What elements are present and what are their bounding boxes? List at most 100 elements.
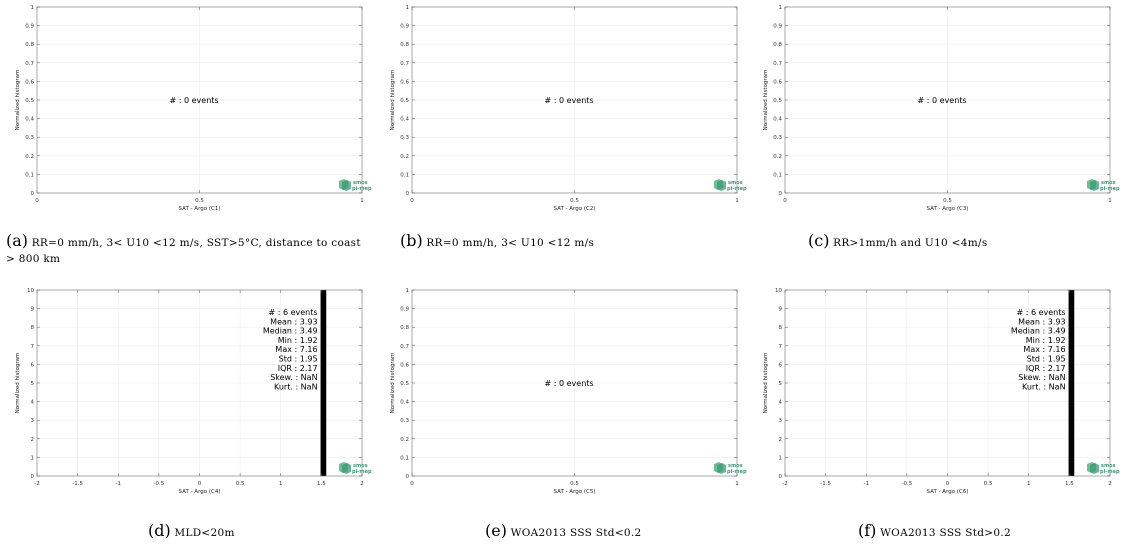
- x-axis-label: SAT - Argo (C4): [179, 489, 221, 495]
- logo-text-pimep: pi-mep: [1100, 186, 1120, 192]
- histogram-a: 0 0.5 1 0 0.1 0.2 0.3 0.4 0.5 0.6 0.7 0.8 0.9 1 SAT - …: [15, 5, 372, 212]
- y-tick-label: 0.1: [773, 172, 782, 178]
- logo-mark-icon: [342, 463, 351, 474]
- y-tick-label: 0.2: [400, 437, 409, 443]
- y-tick-label: 1: [31, 5, 35, 11]
- y-tick-label: 0.4: [400, 400, 409, 406]
- stats-line: Median : 3.49: [263, 327, 318, 336]
- x-tick-label: 0: [946, 481, 950, 487]
- y-tick-label: 0.2: [400, 154, 409, 160]
- x-tick-label: -0.5: [154, 481, 165, 487]
- y-tick-label: 0.8: [25, 42, 34, 48]
- x-axis-label: SAT - Argo (C6): [927, 489, 969, 495]
- y-tick-label: 7: [779, 344, 783, 350]
- y-tick-label: 0.6: [400, 79, 409, 85]
- y-tick-label: 1: [406, 288, 410, 294]
- logo-text-smos: smos: [353, 463, 368, 469]
- histogram-e: 0 0.5 1 0 0.1 0.2 0.3 0.4 0.5 0.6 0.7 0.8 0.9 1 SAT - …: [390, 288, 747, 495]
- x-tick-label: 0.5: [236, 481, 245, 487]
- caption-c: (c) RR>1mm/h and U10 <4m/s: [808, 233, 1108, 251]
- caption-letter: (f): [858, 521, 877, 540]
- y-tick-label: 0.5: [25, 98, 34, 104]
- y-tick-label: 0.5: [773, 98, 782, 104]
- stats-line: Max : 7.16: [1023, 345, 1065, 354]
- caption-letter: (b): [400, 231, 423, 250]
- y-axis-label: Normalized histogram: [15, 70, 21, 131]
- logo-text-pimep: pi-mep: [352, 186, 372, 192]
- y-tick-label: 2: [779, 437, 783, 443]
- caption-f: (f) WOA2013 SSS Std>0.2: [858, 523, 1098, 541]
- x-tick-label: 1: [360, 198, 364, 204]
- histogram-d: -2 -1.5 -1 -0.5 0 0.5 1 1.5 2 0 1 2 3 4 5 6 7 8 9 10 SAT - A…: [15, 288, 372, 495]
- stats-line: IQR : 2.17: [1026, 364, 1066, 373]
- chart-panel-b: 0 0.5 1 0 0.1 0.2 0.3 0.4 0.5 0.6 0.7 0.8 0.9 1 SAT - …: [375, 0, 747, 215]
- stats-line: Max : 7.16: [275, 345, 317, 354]
- x-axis-label: SAT - Argo (C3): [927, 206, 969, 212]
- stats-line: Mean : 3.93: [270, 317, 317, 326]
- y-tick-label: 9: [31, 307, 35, 313]
- stats-line: # : 0 events: [545, 379, 594, 388]
- caption-letter: (a): [6, 231, 29, 250]
- stats-line: # : 0 events: [918, 96, 967, 105]
- chart-panel-c: 0 0.5 1 0 0.1 0.2 0.3 0.4 0.5 0.6 0.7 0.8 0.9 1 SAT - …: [748, 0, 1120, 215]
- y-tick-label: 0.7: [400, 344, 409, 350]
- x-tick-label: -1: [116, 481, 121, 487]
- y-tick-label: 1: [779, 455, 783, 461]
- x-tick-label: 0: [410, 198, 414, 204]
- x-tick-label: 0: [35, 198, 39, 204]
- chart-panel-e: 0 0.5 1 0 0.1 0.2 0.3 0.4 0.5 0.6 0.7 0.8 0.9 1 SAT - …: [375, 283, 747, 498]
- histogram-bar: [1068, 290, 1075, 476]
- y-axis-label: Normalized histogram: [763, 70, 769, 131]
- chart-panel-a: 0 0.5 1 0 0.1 0.2 0.3 0.4 0.5 0.6 0.7 0.8 0.9 1 SAT - …: [0, 0, 372, 215]
- caption-text: RR>1mm/h and U10 <4m/s: [833, 237, 988, 249]
- y-tick-label: 0.4: [773, 117, 782, 123]
- stats-line: Std : 1.95: [1027, 355, 1066, 364]
- caption-text: WOA2013 SSS Std<0.2: [510, 527, 642, 539]
- logo-text-pimep: pi-mep: [727, 469, 747, 475]
- x-tick-label: 1: [735, 481, 739, 487]
- y-tick-label: 4: [31, 400, 35, 406]
- y-tick-label: 10: [775, 288, 782, 294]
- y-tick-label: 0.3: [400, 135, 409, 141]
- y-tick-label: 0.2: [773, 154, 782, 160]
- stats-line: Skew. : NaN: [270, 373, 317, 382]
- caption-text: RR=0 mm/h, 3< U10 <12 m/s: [426, 237, 595, 249]
- y-tick-label: 0.7: [25, 61, 34, 67]
- caption-text: MLD<20m: [174, 527, 235, 539]
- chart-panel-f: -2 -1.5 -1 -0.5 0 0.5 1 1.5 2 0 1 2 3 4 5 6 7 8 9 10 SAT - A…: [748, 283, 1120, 498]
- y-tick-label: 0.2: [25, 154, 34, 160]
- y-tick-label: 2: [31, 437, 35, 443]
- caption-a: (a) RR=0 mm/h, 3< U10 <12 m/s, SST>5°C, …: [6, 233, 366, 267]
- stats-line: Min : 1.92: [1026, 336, 1066, 345]
- logo-mark-icon: [1090, 180, 1099, 191]
- x-tick-label: -1: [864, 481, 869, 487]
- histogram-bar: [320, 290, 327, 476]
- caption-b: (b) RR=0 mm/h, 3< U10 <12 m/s: [400, 233, 730, 251]
- x-tick-label: 0: [783, 198, 787, 204]
- y-tick-label: 6: [779, 362, 783, 368]
- y-tick-label: 0.1: [400, 172, 409, 178]
- y-tick-label: 0.9: [400, 307, 409, 313]
- logo-text-smos: smos: [728, 180, 743, 186]
- y-axis-label: Normalized histogram: [15, 353, 21, 414]
- x-tick-label: 0.5: [570, 481, 579, 487]
- y-tick-label: 0.9: [400, 24, 409, 30]
- y-tick-label: 0.8: [773, 42, 782, 48]
- y-tick-label: 0.8: [400, 325, 409, 331]
- y-tick-label: 9: [779, 307, 783, 313]
- y-tick-label: 0.4: [400, 117, 409, 123]
- logo-mark-icon: [717, 463, 726, 474]
- x-tick-label: 0.5: [570, 198, 579, 204]
- y-tick-label: 0.3: [400, 418, 409, 424]
- y-tick-label: 6: [31, 362, 35, 368]
- y-tick-label: 0: [31, 191, 35, 197]
- logo-text-pimep: pi-mep: [1100, 469, 1120, 475]
- caption-e: (e) WOA2013 SSS Std<0.2: [485, 523, 725, 541]
- caption-letter: (c): [808, 231, 830, 250]
- y-tick-label: 7: [31, 344, 35, 350]
- x-tick-label: -2: [34, 481, 39, 487]
